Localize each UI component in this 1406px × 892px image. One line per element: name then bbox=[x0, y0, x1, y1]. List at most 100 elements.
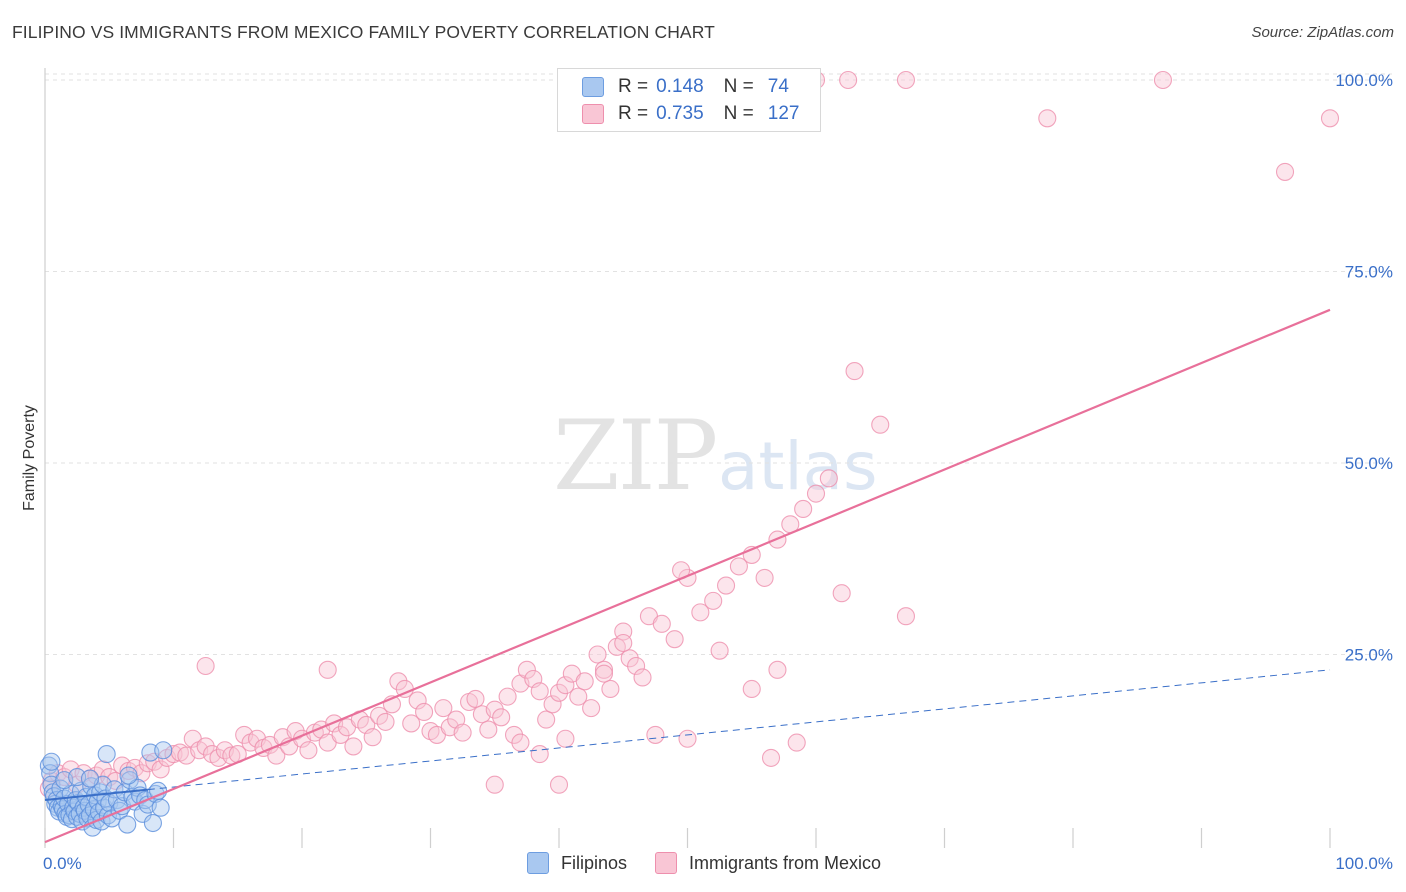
mexico-point bbox=[93, 760, 112, 779]
filipino-point bbox=[80, 769, 100, 788]
mexico-point bbox=[588, 645, 607, 664]
legend-row-mexico: R = 0.735 N = 127 bbox=[582, 102, 799, 126]
legend-item-filipinos: Filipinos bbox=[527, 852, 627, 874]
x-tick-label-max: 100.0% bbox=[1335, 854, 1393, 873]
y-tick-label: 50.0% bbox=[1345, 454, 1393, 473]
mexico-point bbox=[344, 737, 363, 756]
mexico-point bbox=[466, 689, 485, 708]
mexico-point bbox=[871, 415, 890, 434]
legend-swatch-blue bbox=[527, 852, 549, 874]
mexico-point bbox=[729, 557, 748, 576]
chart-title: FILIPINO VS IMMIGRANTS FROM MEXICO FAMIL… bbox=[12, 22, 715, 42]
mexico-point bbox=[819, 469, 838, 488]
filipino-point bbox=[154, 741, 173, 760]
mexico-point bbox=[543, 695, 562, 714]
mexico-point bbox=[678, 729, 697, 748]
mexico-point bbox=[549, 775, 569, 794]
mexico-point bbox=[1275, 162, 1295, 181]
filipino-point bbox=[133, 804, 152, 823]
mexico-point bbox=[832, 584, 851, 603]
axes bbox=[44, 68, 1331, 848]
mexico-point bbox=[620, 649, 639, 668]
y-tick-label: 25.0% bbox=[1345, 646, 1393, 665]
mexico-point bbox=[434, 699, 453, 718]
filipino-trend-dashed bbox=[147, 669, 1331, 791]
legend-n-value: 74 bbox=[767, 76, 789, 97]
mexico-point bbox=[594, 660, 614, 679]
mexico-point bbox=[196, 656, 215, 676]
mexico-point bbox=[408, 691, 427, 710]
mexico-point bbox=[286, 722, 305, 741]
filipino-point bbox=[143, 813, 162, 833]
filipino-point bbox=[97, 745, 116, 764]
mexico-point bbox=[1038, 109, 1057, 128]
legend-r-value: 0.148 bbox=[656, 76, 704, 97]
mexico-point bbox=[710, 641, 729, 660]
mexico-point bbox=[415, 702, 434, 722]
mexico-point bbox=[498, 687, 517, 706]
mexico-point bbox=[299, 741, 318, 760]
legend-swatch-pink bbox=[582, 104, 604, 124]
legend-swatch-pink bbox=[655, 852, 678, 874]
mexico-point bbox=[485, 775, 504, 794]
filipino-point bbox=[42, 752, 61, 771]
mexico-point bbox=[627, 656, 646, 676]
mexico-trend-line bbox=[44, 308, 1331, 844]
mexico-point bbox=[633, 668, 652, 687]
mexico-point bbox=[896, 607, 916, 626]
trend-lines bbox=[44, 308, 1331, 844]
mexico-point bbox=[582, 699, 601, 718]
legend-item-mexico: Immigrants from Mexico bbox=[655, 852, 881, 874]
legend-swatch-blue bbox=[582, 77, 604, 97]
x-tick-label-min: 0.0% bbox=[43, 854, 82, 873]
mexico-point bbox=[575, 672, 594, 691]
mexico-point bbox=[768, 660, 787, 679]
legend-row-filipinos: R = 0.148 N = 74 bbox=[582, 75, 789, 99]
mexico-point bbox=[376, 712, 395, 731]
mexico-point bbox=[556, 729, 575, 748]
mexico-point bbox=[691, 603, 710, 622]
mexico-point bbox=[794, 499, 813, 519]
mexico-point bbox=[601, 679, 620, 699]
mexico-point bbox=[569, 687, 588, 706]
mexico-point bbox=[363, 728, 382, 747]
watermark-atlas: atlas bbox=[718, 428, 878, 505]
correlation-legend: R = 0.148 N = 74 R = 0.735 N = 127 bbox=[557, 68, 821, 132]
mexico-point bbox=[704, 591, 723, 610]
mexico-point bbox=[761, 748, 781, 767]
legend-r-label: R = bbox=[618, 76, 649, 97]
mexico-point bbox=[845, 362, 864, 381]
filipino-points bbox=[39, 741, 173, 837]
mexico-point bbox=[787, 733, 806, 752]
mexico-point bbox=[479, 720, 498, 739]
source-label: Source: ZipAtlas.com bbox=[1251, 24, 1394, 41]
mexico-point bbox=[402, 714, 421, 733]
mexico-point bbox=[652, 614, 671, 633]
mexico-point bbox=[806, 484, 826, 503]
grid-lines bbox=[45, 73, 1392, 655]
legend-label-mexico: Immigrants from Mexico bbox=[689, 852, 882, 873]
mexico-point bbox=[151, 760, 170, 779]
mexico-point bbox=[196, 737, 215, 756]
watermark-zip: ZIP bbox=[553, 400, 718, 512]
mexico-point bbox=[556, 676, 575, 695]
filipino-point bbox=[118, 815, 137, 834]
mexico-point bbox=[716, 576, 736, 595]
mexico-point bbox=[896, 70, 916, 90]
legend-n-label: N = bbox=[723, 76, 754, 97]
y-tick-label: 75.0% bbox=[1345, 263, 1393, 282]
mexico-point bbox=[1320, 109, 1340, 128]
mexico-point bbox=[511, 733, 530, 752]
legend-n-label: N = bbox=[723, 103, 754, 124]
legend-label-filipinos: Filipinos bbox=[561, 852, 628, 873]
series-legend: Filipinos Immigrants from Mexico bbox=[527, 852, 909, 874]
mexico-point bbox=[665, 630, 684, 649]
tick-labels: 25.0% 50.0% 75.0% 100.0% 0.0% 100.0% bbox=[43, 71, 1393, 873]
mexico-point bbox=[549, 683, 569, 702]
mexico-point bbox=[530, 745, 549, 764]
mexico-point bbox=[389, 672, 408, 691]
filipino-point bbox=[119, 766, 138, 785]
mexico-point bbox=[537, 710, 556, 729]
filipino-point bbox=[151, 798, 170, 817]
mexico-point bbox=[331, 725, 350, 744]
